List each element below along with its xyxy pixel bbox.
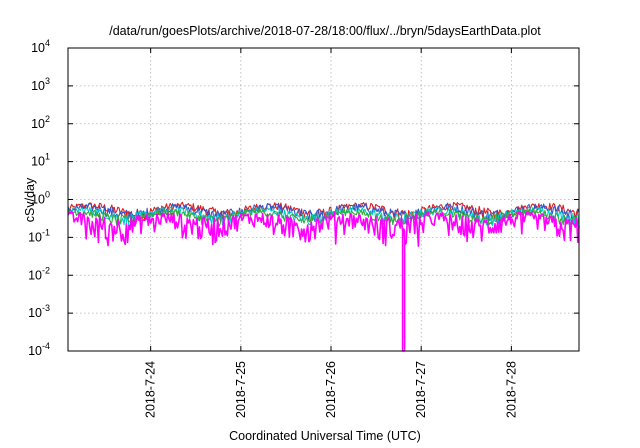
y-tick-exponent: -1 bbox=[42, 227, 50, 237]
y-tick-exponent: -2 bbox=[42, 265, 50, 275]
y-tick-label: 103 bbox=[31, 76, 50, 93]
x-tick-label: 2018-7-24 bbox=[144, 361, 158, 418]
y-tick-base: 10 bbox=[31, 79, 45, 93]
y-tick-base: 10 bbox=[28, 306, 42, 320]
y-tick-label: 10-1 bbox=[28, 227, 50, 244]
y-tick-exponent: 4 bbox=[45, 38, 50, 48]
x-tick-label: 2018-7-25 bbox=[234, 361, 248, 418]
y-axis-label: cSv/day bbox=[23, 177, 37, 222]
y-tick-label: 104 bbox=[31, 38, 50, 55]
grid-lines bbox=[68, 48, 579, 351]
y-tick-label: 101 bbox=[31, 152, 50, 169]
y-tick-base: 10 bbox=[31, 117, 45, 131]
y-tick-exponent: 1 bbox=[45, 152, 50, 162]
x-tick-label: 2018-7-26 bbox=[324, 361, 338, 418]
y-tick-label: 102 bbox=[31, 114, 50, 131]
data-series bbox=[67, 201, 580, 352]
y-tick-exponent: -3 bbox=[42, 303, 50, 313]
y-tick-base: 10 bbox=[31, 155, 45, 169]
axes bbox=[67, 47, 580, 352]
y-tick-exponent: 2 bbox=[45, 114, 50, 124]
chart-title: /data/run/goesPlots/archive/2018-07-28/1… bbox=[109, 24, 541, 38]
plot-frame bbox=[67, 47, 580, 352]
x-tick-label: 2018-7-28 bbox=[504, 361, 518, 418]
y-tick-base: 10 bbox=[28, 230, 42, 244]
y-tick-exponent: 0 bbox=[45, 190, 50, 200]
y-tick-label: 100 bbox=[31, 190, 50, 207]
series-line bbox=[67, 211, 580, 352]
x-axis-label: Coordinated Universal Time (UTC) bbox=[229, 429, 421, 443]
y-tick-exponent: 3 bbox=[45, 76, 50, 86]
y-tick-base: 10 bbox=[28, 268, 42, 282]
y-tick-base: 10 bbox=[31, 41, 45, 55]
y-tick-label: 10-4 bbox=[28, 341, 50, 358]
x-tick-label: 2018-7-27 bbox=[414, 361, 428, 418]
y-tick-exponent: -4 bbox=[42, 341, 50, 351]
x-tick-labels: 2018-7-24 2018-7-25 2018-7-26 2018-7-27 2018… bbox=[144, 361, 519, 418]
y-tick-base: 10 bbox=[31, 193, 45, 207]
series-line bbox=[67, 201, 580, 223]
y-tick-label: 10-3 bbox=[28, 303, 50, 320]
y-tick-label: 10-2 bbox=[28, 265, 50, 282]
y-tick-base: 10 bbox=[28, 344, 42, 358]
